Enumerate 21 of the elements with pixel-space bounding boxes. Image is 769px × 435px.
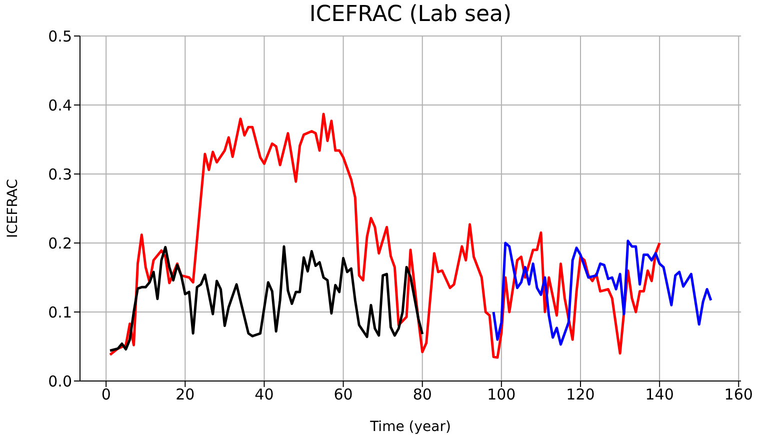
chart-title: ICEFRAC (Lab sea) (308, 2, 513, 27)
y-tick-label: 0.4 (48, 96, 72, 114)
x-axis-title: Time (year) (369, 419, 451, 435)
line-series (492, 240, 712, 346)
x-tick-label: 100 (487, 386, 516, 404)
x-tick-label: 40 (254, 386, 274, 404)
y-tick-label: 0.3 (48, 165, 72, 184)
y-tick-label: 0.1 (48, 303, 72, 322)
x-tick-label: 80 (412, 386, 432, 404)
y-axis-title: ICEFRAC (4, 178, 21, 238)
x-tick-label: 140 (645, 386, 674, 404)
y-tick-label: 0.0 (48, 372, 72, 390)
y-tick-label: 0.5 (48, 27, 72, 46)
line-series (108, 112, 661, 359)
x-tick-label: 60 (334, 386, 353, 404)
x-tick-label: 0 (101, 386, 111, 404)
y-tick-label: 0.2 (48, 234, 72, 252)
line-series (108, 245, 424, 352)
x-tick-label: 120 (566, 386, 595, 404)
x-tick-label: 160 (724, 386, 753, 404)
x-tick-label: 20 (176, 386, 195, 404)
